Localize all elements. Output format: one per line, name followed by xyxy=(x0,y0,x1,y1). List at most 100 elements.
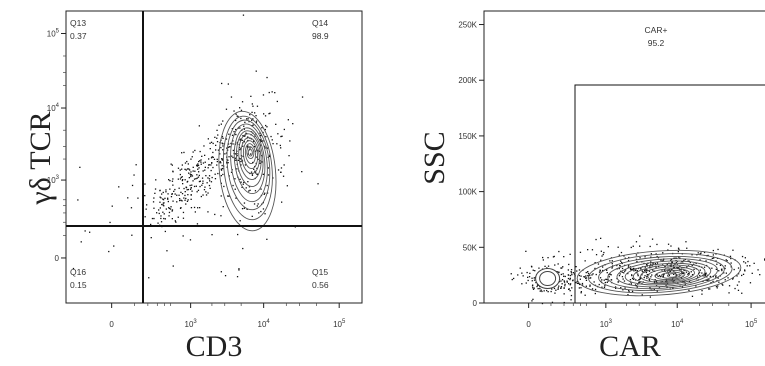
left-dot xyxy=(160,197,162,199)
right-dot xyxy=(678,274,680,276)
right-dot xyxy=(685,271,688,273)
right-dot xyxy=(639,281,641,283)
left-dot xyxy=(189,188,192,190)
left-dot xyxy=(203,189,206,191)
left-dot xyxy=(183,151,185,154)
right-dot xyxy=(542,256,544,259)
right-dot xyxy=(638,282,640,284)
right-dot xyxy=(634,284,637,286)
right-contour-9 xyxy=(654,269,686,281)
right-dot xyxy=(553,287,556,290)
right-dot xyxy=(558,285,560,287)
right-dot xyxy=(595,254,598,256)
right-dot xyxy=(617,246,619,248)
left-dot xyxy=(260,188,262,190)
car-gate-name: CAR+ xyxy=(645,25,668,35)
left-dot xyxy=(227,146,229,149)
left-dot xyxy=(184,199,186,201)
right-dot xyxy=(644,275,646,277)
left-dot xyxy=(178,194,180,196)
right-dot xyxy=(575,266,577,268)
left-dot xyxy=(237,233,239,236)
right-dot xyxy=(624,287,626,289)
left-dot xyxy=(194,149,196,152)
left-dot xyxy=(212,166,214,169)
right-dot xyxy=(618,267,620,270)
right-dot xyxy=(581,284,584,286)
left-dot xyxy=(193,178,196,180)
right-dot xyxy=(580,287,582,289)
left-dot xyxy=(274,92,276,94)
right-dot xyxy=(543,290,545,292)
right-dot xyxy=(721,269,723,272)
right-dot xyxy=(639,235,641,237)
left-dot xyxy=(148,277,150,279)
left-dot xyxy=(160,215,162,217)
left-dot xyxy=(235,133,237,136)
left-dot xyxy=(267,167,269,169)
left-dot xyxy=(184,162,187,164)
right-dot xyxy=(591,288,594,290)
right-dot xyxy=(744,262,747,264)
right-dot xyxy=(710,282,712,284)
left-dot xyxy=(253,203,256,205)
right-dot xyxy=(635,258,638,260)
right-dot xyxy=(620,287,622,289)
left-dot xyxy=(210,141,213,143)
left-dot xyxy=(181,176,183,178)
right-dot xyxy=(651,238,654,240)
left-dot xyxy=(153,217,155,220)
left-y-tick-label-0: 0 xyxy=(55,254,60,263)
left-dot xyxy=(162,204,164,206)
left-dot xyxy=(199,185,201,188)
right-dot xyxy=(679,257,681,259)
left-dot xyxy=(271,139,273,141)
right-dot xyxy=(522,275,524,277)
right-dot xyxy=(599,277,602,279)
right-dot xyxy=(513,277,515,280)
right-dot xyxy=(525,250,527,252)
right-dot xyxy=(662,252,664,254)
right-dot xyxy=(534,277,536,279)
left-dot xyxy=(186,168,189,170)
right-dot xyxy=(636,270,638,272)
left-dot xyxy=(200,161,202,163)
left-dot xyxy=(210,181,213,183)
right-dot xyxy=(635,269,637,271)
left-dot xyxy=(248,190,250,192)
car-positive-gate[interactable] xyxy=(574,84,765,304)
left-dot xyxy=(180,191,182,193)
left-contour-4 xyxy=(233,127,266,195)
left-dot xyxy=(178,187,180,189)
left-dot xyxy=(251,215,253,217)
left-dot xyxy=(236,276,239,278)
left-dot xyxy=(220,215,222,217)
right-dot xyxy=(641,283,643,285)
right-dot xyxy=(717,248,719,251)
right-dot xyxy=(617,281,620,283)
left-dot xyxy=(222,145,224,147)
right-dot xyxy=(580,275,582,277)
left-dot xyxy=(242,183,244,185)
right-dot xyxy=(594,267,596,270)
left-dot xyxy=(182,211,185,214)
right-dot xyxy=(708,279,710,281)
left-dot xyxy=(243,125,245,127)
left-contour-9 xyxy=(244,143,256,165)
quadrant-q13-name: Q13 xyxy=(70,18,86,28)
left-dot xyxy=(127,197,129,199)
left-dot xyxy=(209,180,211,182)
left-dot xyxy=(189,173,191,175)
left-contours xyxy=(218,110,277,232)
left-dot xyxy=(160,221,163,223)
right-dot xyxy=(665,284,667,286)
left-dot xyxy=(230,96,233,98)
left-dot xyxy=(228,146,230,148)
right-dot xyxy=(669,265,671,267)
right-dot xyxy=(571,287,573,289)
left-dot xyxy=(185,186,188,188)
right-dot xyxy=(595,273,597,276)
left-dot xyxy=(251,119,253,121)
left-dot xyxy=(196,174,198,176)
left-dot xyxy=(150,223,152,226)
